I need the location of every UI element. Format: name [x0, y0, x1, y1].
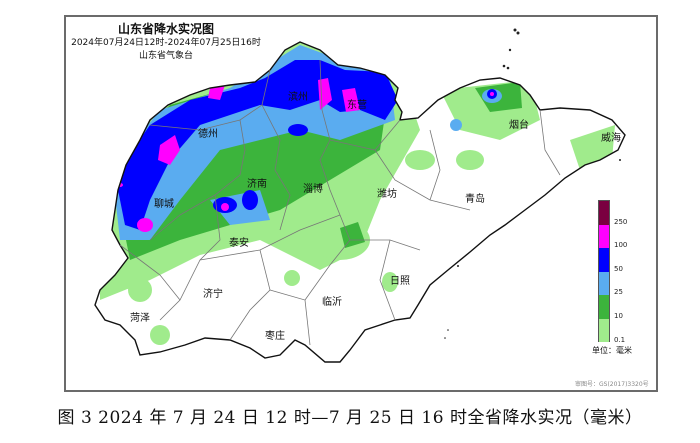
- city-label: 临沂: [322, 297, 342, 308]
- legend-color-bar: [598, 200, 610, 342]
- city-label: 菏泽: [130, 313, 150, 324]
- legend-seg-50-100: [599, 248, 609, 272]
- legend-tick: 100: [614, 241, 628, 249]
- city-label: 枣庄: [265, 331, 285, 342]
- city-label: 威海: [601, 133, 621, 144]
- legend-tick: 0.1: [614, 336, 626, 344]
- city-label: 德州: [198, 129, 218, 140]
- legend-seg-25-50: [599, 271, 609, 295]
- city-label: 东营: [347, 100, 367, 111]
- map-title-block: 山东省降水实况图 2024年07月24日12时-2024年07月25日16时 山…: [66, 22, 266, 63]
- map-organization: 山东省气象台: [138, 51, 193, 61]
- city-label: 日照: [390, 276, 410, 287]
- figure-caption: 图 3 2024 年 7 月 24 日 12 时—7 月 25 日 16 时全省…: [57, 408, 643, 428]
- city-label: 滨州: [288, 92, 308, 103]
- map-title: 山东省降水实况图: [117, 22, 214, 36]
- city-label: 济南: [247, 179, 267, 190]
- city-label: 济宁: [203, 289, 223, 300]
- legend-tick: 25: [614, 288, 623, 296]
- legend-tick: 10: [614, 312, 623, 320]
- legend-seg-100-250: [599, 224, 609, 248]
- legend-tick: 50: [614, 265, 623, 273]
- city-label: 淄博: [303, 184, 323, 195]
- city-label: 青岛: [465, 194, 485, 205]
- legend-tick: 250: [614, 218, 628, 226]
- legend-seg-0.1-10: [599, 318, 609, 342]
- city-label: 烟台: [509, 120, 529, 131]
- map-time-range: 2024年07月24日12时-2024年07月25日16时: [71, 38, 261, 48]
- approval-number: 审图号：GS(2017)3320号: [575, 381, 649, 388]
- legend-seg-10-25: [599, 295, 609, 319]
- city-label: 泰安: [229, 238, 249, 249]
- legend-unit: 单位：毫米: [592, 346, 632, 355]
- city-label: 潍坊: [377, 189, 397, 200]
- city-label: 聊城: [154, 199, 174, 210]
- legend-seg-250-plus: [599, 201, 609, 225]
